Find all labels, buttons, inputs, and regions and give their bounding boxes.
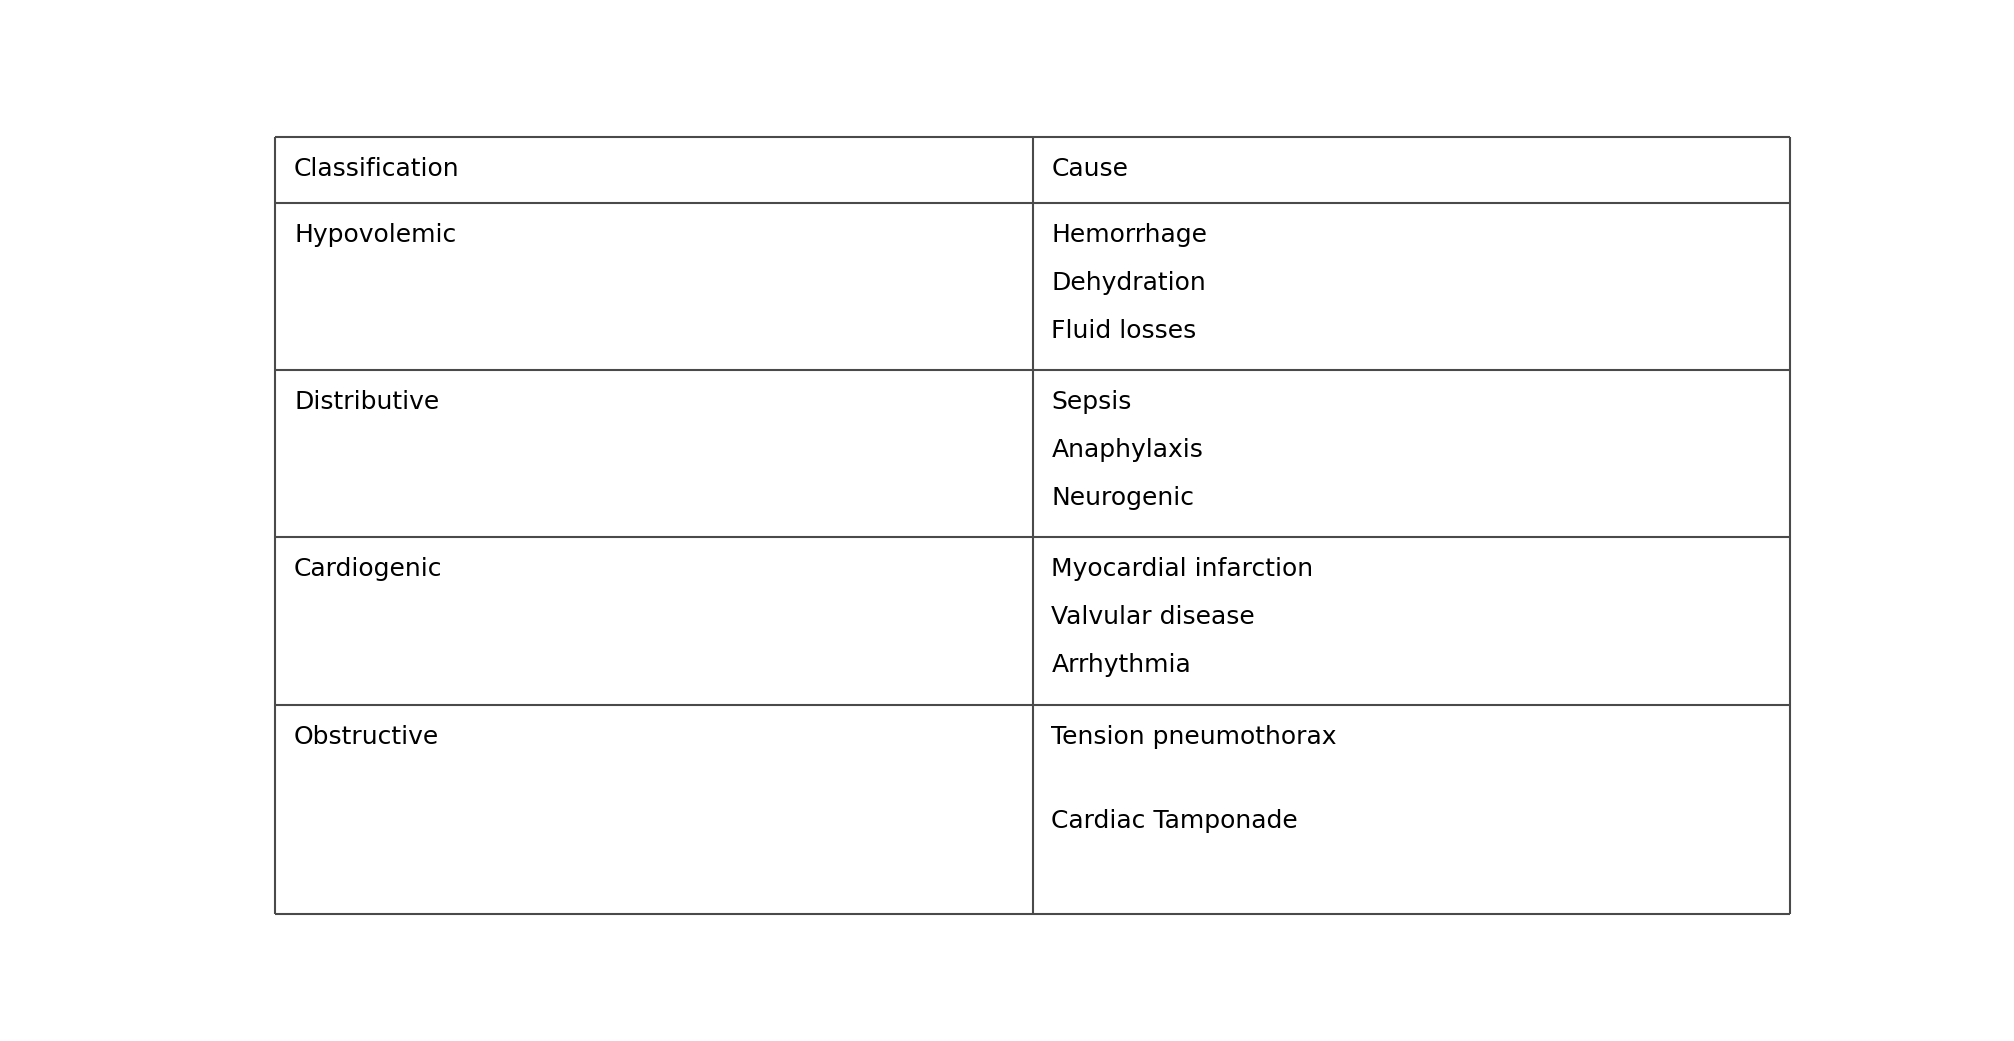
Text: Myocardial infarction: Myocardial infarction	[1051, 557, 1313, 582]
Text: Arrhythmia: Arrhythmia	[1051, 653, 1190, 677]
Text: Valvular disease: Valvular disease	[1051, 605, 1255, 629]
Text: Hypovolemic: Hypovolemic	[294, 223, 455, 247]
Text: Anaphylaxis: Anaphylaxis	[1051, 438, 1202, 462]
Text: Cardiogenic: Cardiogenic	[294, 557, 443, 582]
Text: Classification: Classification	[294, 157, 459, 181]
Text: Obstructive: Obstructive	[294, 725, 439, 748]
Text: Cardiac Tamponade: Cardiac Tamponade	[1051, 809, 1297, 833]
Text: Sepsis: Sepsis	[1051, 390, 1132, 414]
Text: Fluid losses: Fluid losses	[1051, 319, 1196, 342]
Text: Tension pneumothorax: Tension pneumothorax	[1051, 725, 1335, 748]
Text: Cause: Cause	[1051, 157, 1128, 181]
Text: Distributive: Distributive	[294, 390, 439, 414]
Text: Dehydration: Dehydration	[1051, 271, 1206, 295]
Text: Hemorrhage: Hemorrhage	[1051, 223, 1206, 247]
Text: Neurogenic: Neurogenic	[1051, 486, 1194, 510]
